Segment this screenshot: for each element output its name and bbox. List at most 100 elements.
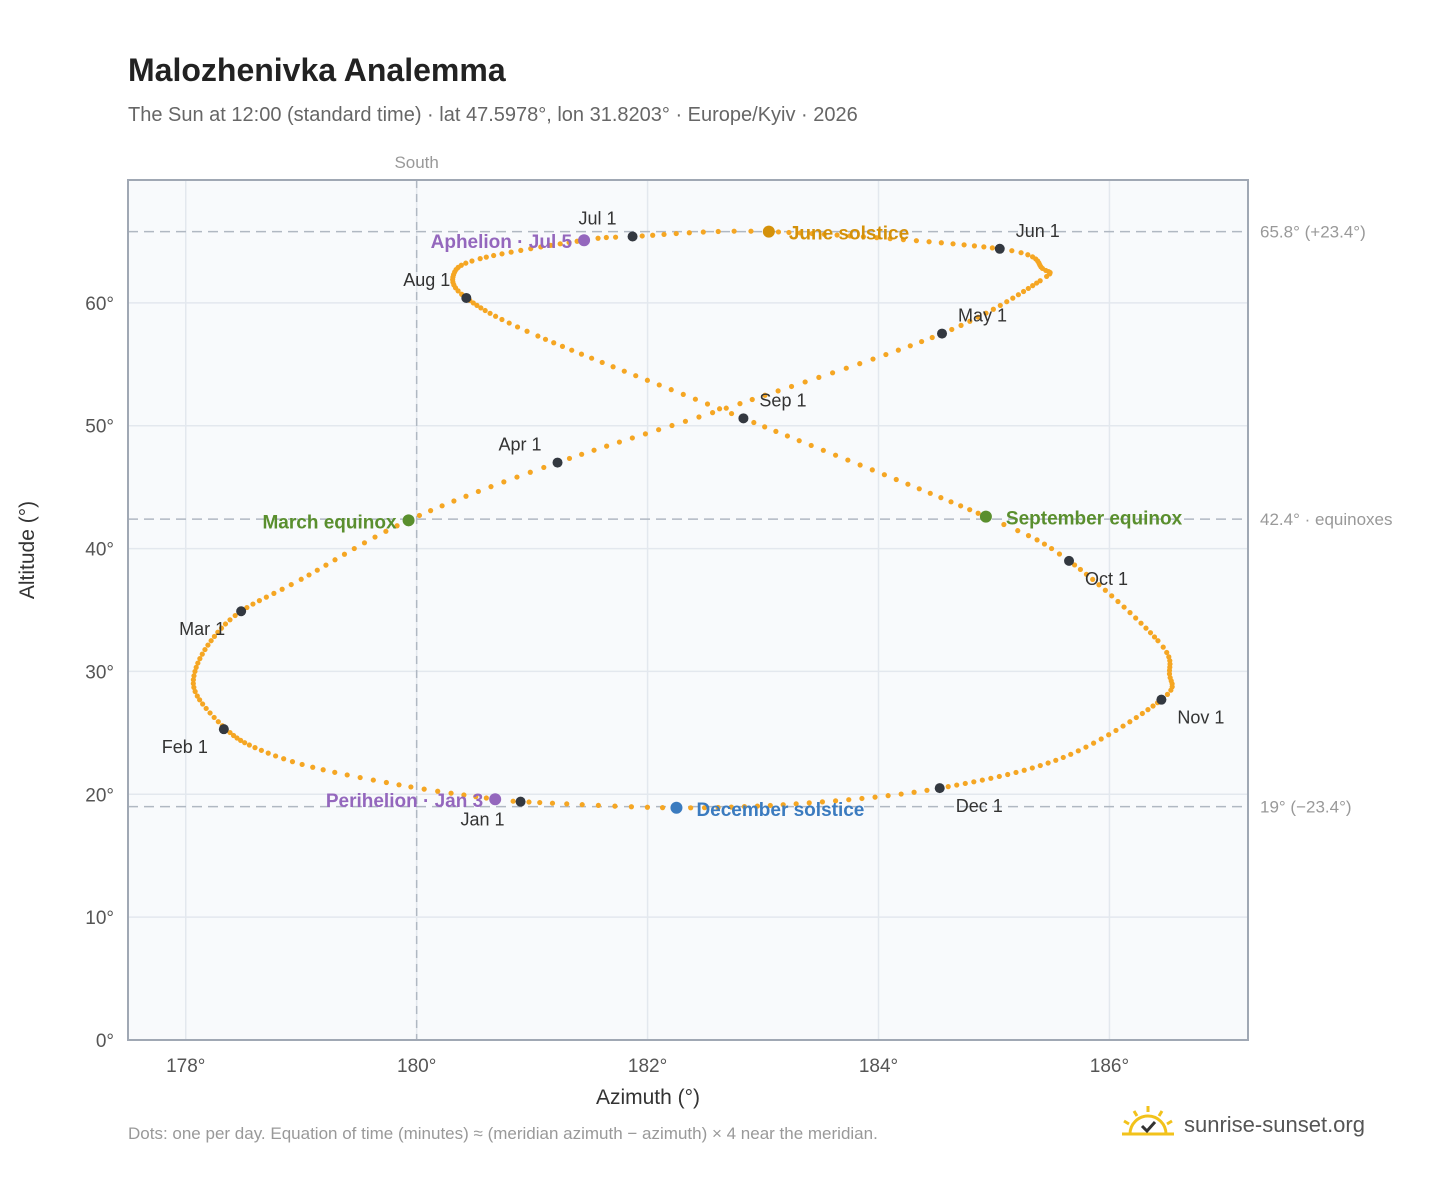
month-label: Aug 1 <box>403 270 450 290</box>
daily-sun-dot <box>279 586 285 592</box>
daily-sun-dot <box>1025 533 1032 539</box>
daily-sun-dot <box>200 701 206 707</box>
daily-sun-dot <box>1010 295 1016 301</box>
event-label: June solstice <box>789 224 909 245</box>
month-label: Jul 1 <box>579 209 617 229</box>
meridian-label: South <box>394 153 438 172</box>
daily-sun-dot <box>843 365 849 371</box>
month-label: Feb 1 <box>162 737 208 757</box>
daily-sun-dot <box>1009 248 1015 254</box>
daily-sun-dot <box>475 488 481 495</box>
month-label: Apr 1 <box>498 435 541 455</box>
daily-sun-dot <box>832 452 839 458</box>
daily-sun-dot <box>975 314 981 320</box>
daily-sun-dot <box>659 805 666 811</box>
daily-sun-dot <box>461 792 467 798</box>
daily-sun-dot <box>821 231 827 237</box>
daily-sun-dot <box>639 233 645 239</box>
daily-sun-dot <box>692 396 698 402</box>
daily-sun-dot <box>1109 593 1115 599</box>
daily-sun-dot <box>1071 562 1078 568</box>
daily-sun-dot <box>1090 740 1097 746</box>
daily-sun-dot <box>256 598 262 604</box>
daily-sun-dot <box>203 705 209 712</box>
daily-sun-dot <box>1155 638 1161 644</box>
event-marker <box>979 510 992 523</box>
daily-sun-dot <box>314 567 320 573</box>
daily-sun-dot <box>948 499 954 505</box>
daily-sun-dot <box>1048 545 1055 552</box>
daily-sun-dot <box>1020 288 1027 295</box>
altitude-reference-label: 19° (−23.4°) <box>1260 798 1352 817</box>
month-label: Mar 1 <box>179 619 225 639</box>
daily-sun-dot <box>859 795 865 802</box>
daily-sun-dot <box>1106 732 1112 738</box>
daily-sun-dot <box>668 387 674 393</box>
daily-sun-dot <box>1041 541 1048 547</box>
daily-sun-dot <box>829 370 836 376</box>
daily-sun-dot <box>501 479 507 485</box>
daily-sun-dot <box>775 229 782 235</box>
daily-sun-dot <box>786 229 792 236</box>
event-marker <box>670 801 683 814</box>
daily-sun-dot <box>564 801 570 807</box>
daily-sun-dot <box>929 334 935 341</box>
daily-sun-dot <box>860 234 867 240</box>
daily-sun-dot <box>332 769 338 775</box>
month-label: Jun 1 <box>1016 221 1060 241</box>
daily-sun-dot <box>559 343 566 349</box>
month-marker <box>236 606 247 617</box>
y-tick-label: 60° <box>85 294 114 315</box>
month-marker <box>738 413 749 424</box>
daily-sun-dot <box>696 414 702 420</box>
daily-sun-dot <box>1053 757 1059 763</box>
daily-sun-dot <box>281 756 287 762</box>
altitude-reference-label: 42.4° · equinoxes <box>1260 510 1393 529</box>
daily-sun-dot <box>499 316 505 323</box>
daily-sun-dot <box>192 668 198 675</box>
daily-sun-dot <box>478 305 484 311</box>
daily-sun-dot <box>230 732 237 739</box>
daily-sun-dot <box>1127 719 1133 725</box>
daily-sun-dot <box>1139 710 1145 717</box>
month-label: Sep 1 <box>759 390 806 410</box>
daily-sun-dot <box>950 241 956 247</box>
daily-sun-dot <box>900 237 906 243</box>
month-marker <box>461 292 472 303</box>
daily-sun-dot <box>737 401 743 407</box>
daily-sun-dot <box>416 512 423 519</box>
daily-sun-dot <box>1068 751 1074 757</box>
month-label: Oct 1 <box>1085 569 1128 589</box>
event-marker <box>402 514 415 527</box>
daily-sun-dot <box>1025 252 1031 258</box>
daily-sun-dot <box>595 235 601 241</box>
event-label: March equinox <box>262 512 397 533</box>
brand-logo[interactable]: sunrise-sunset.org <box>1120 1104 1365 1145</box>
daily-sun-dot <box>656 382 662 388</box>
brand-text: sunrise-sunset.org <box>1184 1111 1365 1137</box>
daily-sun-dot <box>669 422 675 429</box>
daily-sun-dot <box>361 540 368 546</box>
daily-sun-dot <box>628 804 634 810</box>
daily-sun-dot <box>428 508 434 514</box>
daily-sun-dot <box>199 651 205 657</box>
daily-sun-dot <box>310 764 316 770</box>
daily-sun-dot <box>975 510 981 516</box>
daily-sun-dot <box>263 594 269 600</box>
daily-sun-dot <box>1021 767 1027 773</box>
daily-sun-dot <box>869 467 875 473</box>
daily-sun-dot <box>1013 769 1019 776</box>
daily-sun-dot <box>227 729 233 736</box>
daily-sun-dot <box>421 786 427 792</box>
daily-sun-dot <box>439 503 445 509</box>
daily-sun-dot <box>488 484 494 490</box>
daily-sun-dot <box>299 761 305 768</box>
daily-sun-dot <box>1133 714 1139 721</box>
month-marker <box>934 783 945 794</box>
daily-sun-dot <box>1037 278 1043 284</box>
daily-sun-dot <box>1075 748 1081 754</box>
y-axis-title: Altitude (°) <box>16 501 39 599</box>
daily-sun-dot <box>883 351 889 358</box>
daily-sun-dot <box>846 797 852 803</box>
daily-sun-dot <box>603 234 609 241</box>
